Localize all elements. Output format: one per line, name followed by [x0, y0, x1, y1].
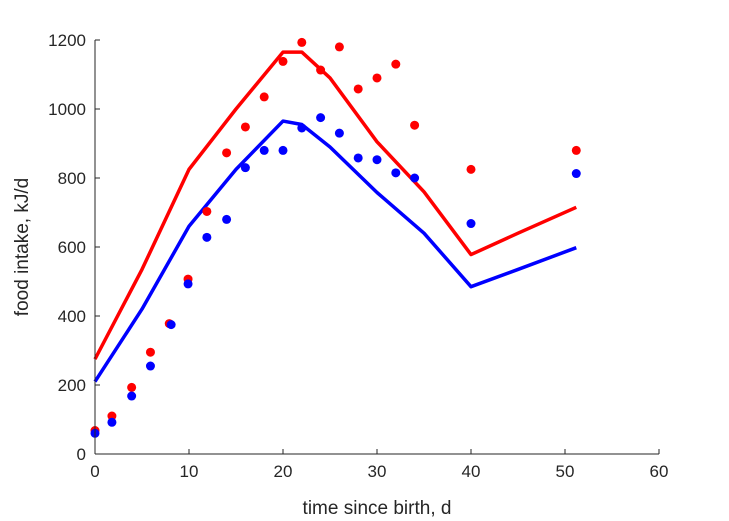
y-tick-label: 400 — [58, 307, 86, 326]
x-tick-label: 0 — [90, 462, 99, 481]
plot-area — [90, 37, 581, 438]
blue-data-point — [316, 113, 326, 123]
blue-data-point — [202, 232, 212, 242]
red-data-point — [127, 382, 137, 392]
blue-data-point — [278, 145, 288, 155]
blue-data-point — [145, 361, 155, 371]
x-tick-label: 30 — [368, 462, 387, 481]
x-axis-title: time since birth, d — [303, 498, 452, 519]
x-tick-label: 40 — [462, 462, 481, 481]
blue-data-point — [353, 153, 363, 163]
red-data-point — [466, 164, 476, 174]
red-data-point — [222, 148, 232, 158]
blue-model-line — [93, 119, 577, 383]
blue-data-point — [410, 173, 420, 183]
red-data-point — [410, 120, 420, 130]
blue-data-point — [107, 417, 117, 427]
red-data-point — [353, 84, 363, 94]
y-tick-label: 600 — [58, 238, 86, 257]
y-tick-label: 800 — [58, 169, 86, 188]
y-tick-label: 0 — [77, 445, 86, 464]
x-ticks: 0 10 20 30 40 50 60 — [90, 449, 668, 481]
x-tick-label: 10 — [180, 462, 199, 481]
blue-data-point — [240, 163, 250, 173]
red-data-point — [107, 411, 117, 421]
blue-data-point — [466, 219, 476, 229]
red-data-point — [297, 37, 307, 47]
red-model-line — [93, 50, 577, 360]
red-data-point — [240, 122, 250, 132]
blue-data-point — [183, 279, 193, 289]
blue-data-point — [222, 214, 232, 224]
y-tick-label: 1200 — [48, 31, 86, 50]
x-tick-label: 60 — [650, 462, 669, 481]
blue-data-point — [391, 168, 401, 178]
red-data-point — [372, 73, 382, 83]
y-ticks: 0 200 400 600 800 1000 1200 — [48, 31, 100, 464]
red-data-point — [391, 59, 401, 69]
blue-data-point — [166, 320, 176, 330]
axes: 0 10 20 30 40 50 60 0 200 400 600 800 1000 1200 — [48, 31, 668, 481]
blue-data-point — [127, 391, 137, 401]
red-data-point — [571, 145, 581, 155]
blue-data-point — [259, 145, 269, 155]
red-data-point — [202, 206, 212, 216]
x-tick-label: 20 — [274, 462, 293, 481]
blue-data-point — [372, 155, 382, 165]
blue-data-point — [297, 123, 307, 133]
x-tick-label: 50 — [556, 462, 575, 481]
y-tick-label: 200 — [58, 376, 86, 395]
blue-data-point — [571, 169, 581, 179]
blue-data-point — [334, 128, 344, 138]
red-data-point — [145, 347, 155, 357]
red-data-point — [259, 92, 269, 102]
red-data-point — [278, 56, 288, 66]
red-data-point — [334, 42, 344, 52]
y-axis-title: food intake, kJ/d — [12, 178, 33, 316]
red-data-point — [316, 65, 326, 75]
y-tick-label: 1000 — [48, 100, 86, 119]
